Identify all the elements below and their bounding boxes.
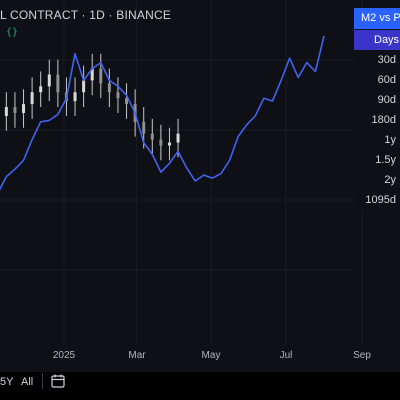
chart-grid [0, 0, 363, 345]
price-candle [159, 139, 163, 146]
price-candle [13, 107, 17, 113]
price-candle [30, 92, 34, 105]
period-menu-item-days[interactable]: Days [354, 30, 400, 50]
period-menu-item-90d[interactable]: 90d [377, 94, 396, 106]
range-5y-button[interactable]: 5Y [0, 376, 14, 388]
chart-header-title: L CONTRACT · 1D · BINANCE [0, 8, 172, 22]
price-candle [116, 92, 120, 99]
price-candle [73, 92, 77, 102]
calendar-icon[interactable] [50, 373, 66, 389]
period-menu-item-1095d[interactable]: 1095d [365, 194, 396, 206]
chart-panel [0, 0, 400, 372]
price-candle [167, 142, 171, 146]
x-tick-label-2025: 2025 [52, 350, 76, 361]
x-tick-label-may: May [201, 350, 221, 361]
price-candle [99, 68, 103, 84]
period-menu-item-30d[interactable]: 30d [377, 54, 396, 66]
indicator-settings-icon[interactable]: {} [6, 27, 19, 38]
toolbar-divider [42, 373, 43, 389]
price-candle [176, 133, 180, 143]
m2-series-line [0, 35, 325, 191]
price-candle [56, 74, 60, 93]
m2-series [0, 35, 325, 191]
price-candle [107, 83, 111, 93]
bottom-toolbar [0, 372, 400, 400]
period-menu-item-180d[interactable]: 180d [371, 114, 396, 126]
chart-plot[interactable] [0, 0, 400, 372]
period-menu-item-1y[interactable]: 1y [384, 134, 396, 146]
range-all-button[interactable]: All [21, 376, 34, 388]
price-candle [39, 86, 43, 93]
x-tick-label-sep: Sep [353, 350, 371, 361]
legend-indicator-label[interactable]: M2 vs Pri [354, 8, 400, 29]
price-candle [142, 121, 146, 134]
x-tick-label-mar: Mar [128, 350, 146, 361]
price-candle [47, 74, 51, 87]
period-menu-item-2y[interactable]: 2y [384, 174, 396, 186]
period-menu-item-60d[interactable]: 60d [377, 74, 396, 86]
price-series [4, 53, 180, 161]
period-menu: Days 30d 60d 90d 180d 1y 1.5y 2y 1095d [354, 30, 400, 210]
period-menu-item-1-5y[interactable]: 1.5y [375, 154, 396, 166]
x-tick-label-jul: Jul [279, 350, 293, 361]
price-candle [90, 68, 94, 81]
price-candle [4, 107, 8, 116]
price-candle [150, 133, 154, 140]
price-candle [22, 104, 26, 113]
price-candle [125, 98, 129, 105]
price-candle [82, 80, 86, 93]
